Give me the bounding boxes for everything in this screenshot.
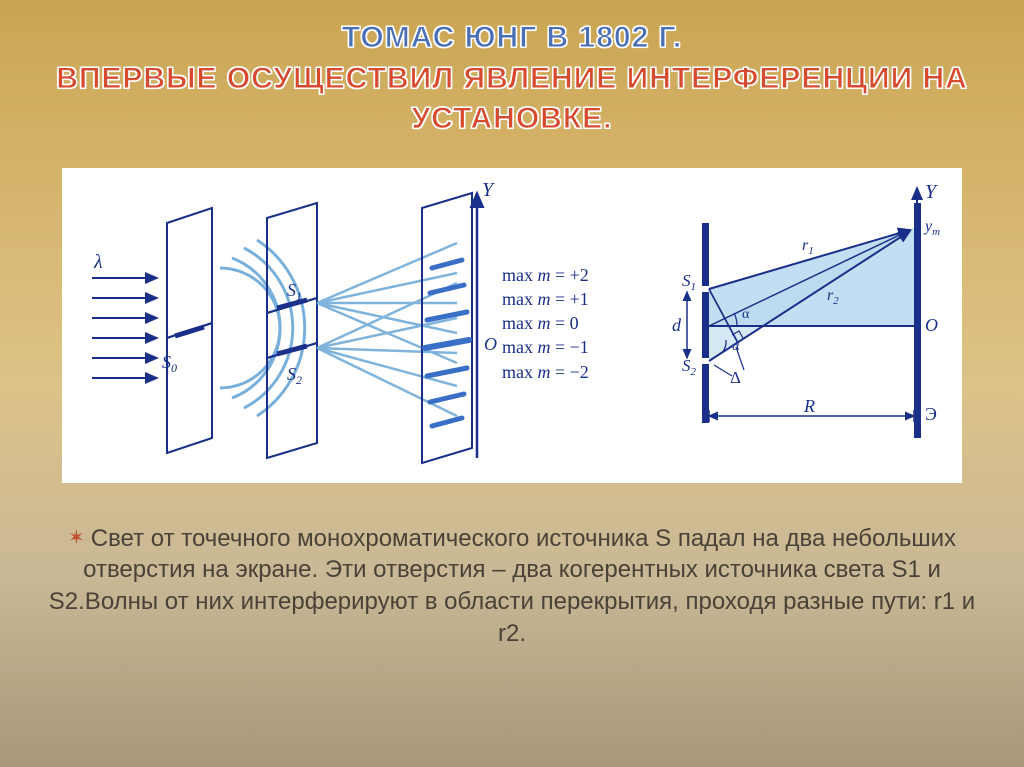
title-line-3: установке. xyxy=(20,99,1004,140)
setup-diagram: λ S0 S1 S2 xyxy=(62,168,652,483)
bullet-icon: ✶ xyxy=(68,527,85,549)
slide-title: Томас Юнг в 1802 г. Впервые осуществил я… xyxy=(0,0,1024,148)
svg-text:Э: Э xyxy=(925,404,937,424)
body-paragraph: ✶Свет от точечного монохроматического ис… xyxy=(42,523,982,650)
title-line-2: Впервые осуществил явление интерференции… xyxy=(20,59,1004,100)
geometry-diagram: Y S1 S2 d r1 r2 α xyxy=(652,168,962,483)
max-row: max m = −1 xyxy=(502,335,589,359)
svg-text:Δ: Δ xyxy=(730,368,741,387)
svg-text:Y: Y xyxy=(925,181,938,203)
svg-text:S1: S1 xyxy=(682,271,696,293)
svg-text:S1: S1 xyxy=(287,280,302,303)
svg-text:O: O xyxy=(484,334,497,354)
svg-text:S0: S0 xyxy=(162,352,177,375)
max-row: max m = +2 xyxy=(502,263,589,287)
physics-diagram: λ S0 S1 S2 xyxy=(62,168,962,483)
body-text-content: Свет от точечного монохроматического ист… xyxy=(49,525,975,647)
svg-text:α: α xyxy=(742,307,750,322)
title-line-1: Томас Юнг в 1802 г. xyxy=(20,18,1004,59)
svg-text:ym: ym xyxy=(923,218,940,238)
svg-text:d: d xyxy=(672,315,682,335)
svg-text:r1: r1 xyxy=(802,237,814,257)
max-row: max m = −2 xyxy=(502,360,589,384)
max-row: max m = +1 xyxy=(502,287,589,311)
svg-text:Y: Y xyxy=(482,179,495,201)
maxima-list: max m = +2 max m = +1 max m = 0 max m = … xyxy=(502,263,589,384)
svg-text:α: α xyxy=(732,339,740,354)
svg-text:S2: S2 xyxy=(682,356,697,378)
svg-text:S2: S2 xyxy=(287,364,302,387)
svg-text:R: R xyxy=(803,396,815,416)
max-row: max m = 0 xyxy=(502,311,589,335)
svg-text:λ: λ xyxy=(93,251,103,273)
svg-text:O: O xyxy=(925,315,938,335)
